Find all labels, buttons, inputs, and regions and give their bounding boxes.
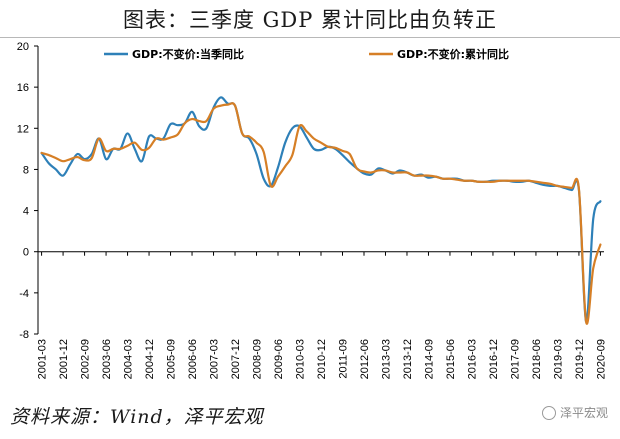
wechat-icon <box>541 406 556 420</box>
x-tick-label: 2006-06 <box>187 339 199 379</box>
y-axis: -8 -4 0 4 8 12 16 20 <box>17 41 39 341</box>
y-tick-label: 20 <box>17 41 29 53</box>
watermark: 泽平宏观 <box>541 404 608 421</box>
series-lines <box>40 96 602 325</box>
x-tick-label: 2016-12 <box>488 339 500 379</box>
series-line-2 <box>40 102 602 325</box>
watermark-label: 泽平宏观 <box>559 406 608 420</box>
y-tick-label: 8 <box>23 164 29 176</box>
x-tick-label: 2001-12 <box>58 339 70 379</box>
y-tick-label: 0 <box>23 247 29 259</box>
x-tick-label: 2013-03 <box>380 339 392 379</box>
x-tick-label: 2007-03 <box>209 339 221 379</box>
x-tick-label: 2010-12 <box>316 339 328 379</box>
x-tick-label: 2009-06 <box>273 339 285 379</box>
x-tick-label: 2004-12 <box>144 339 156 379</box>
line-chart: -8 -4 0 4 8 12 16 20 2001-03 2001-12 2002-09 2003-… <box>17 41 608 379</box>
x-tick-label: 2017-09 <box>509 339 521 379</box>
y-tick-label: 4 <box>23 206 29 218</box>
x-tick-label: 2020-09 <box>595 339 607 379</box>
x-tick-label: 2011-09 <box>337 339 349 379</box>
title-divider <box>0 37 620 38</box>
x-axis: 2001-03 2001-12 2002-09 2003-06 2004-03 2004-… <box>37 251 607 379</box>
x-tick-label: 2002-09 <box>80 339 92 379</box>
x-tick-label: 2012-06 <box>359 339 371 379</box>
x-tick-label: 2010-03 <box>295 339 307 379</box>
x-tick-label: 2013-12 <box>402 339 414 379</box>
chart-title: 图表：三季度 GDP 累计同比由负转正 <box>122 8 498 32</box>
x-tick-label: 2019-12 <box>574 339 586 379</box>
x-tick-label: 2005-09 <box>166 339 178 379</box>
x-tick-label: 2003-06 <box>101 339 113 379</box>
legend-label-2: GDP:不变价:累计同比 <box>397 47 509 61</box>
x-tick-label: 2016-03 <box>466 339 478 379</box>
x-tick-label: 2007-12 <box>230 339 242 379</box>
source-note: 资料来源：Wind，泽平宏观 <box>10 406 264 428</box>
x-tick-label: 2004-03 <box>123 339 135 379</box>
x-tick-label: 2018-06 <box>531 339 543 379</box>
y-tick-label: -4 <box>19 288 29 300</box>
y-tick-label: 16 <box>17 82 29 94</box>
y-tick-label: 12 <box>17 123 29 135</box>
x-tick-label: 2014-09 <box>423 339 435 379</box>
chart-legend: GDP:不变价:当季同比 GDP:不变价:累计同比 <box>104 47 509 61</box>
x-tick-label: 2019-03 <box>552 339 564 379</box>
x-tick-label: 2001-03 <box>37 339 49 379</box>
x-tick-label: 2008-09 <box>252 339 264 379</box>
y-tick-label: -8 <box>19 329 29 341</box>
series-line-1 <box>40 96 602 323</box>
x-tick-label: 2015-06 <box>445 339 457 379</box>
legend-label-1: GDP:不变价:当季同比 <box>132 47 244 61</box>
